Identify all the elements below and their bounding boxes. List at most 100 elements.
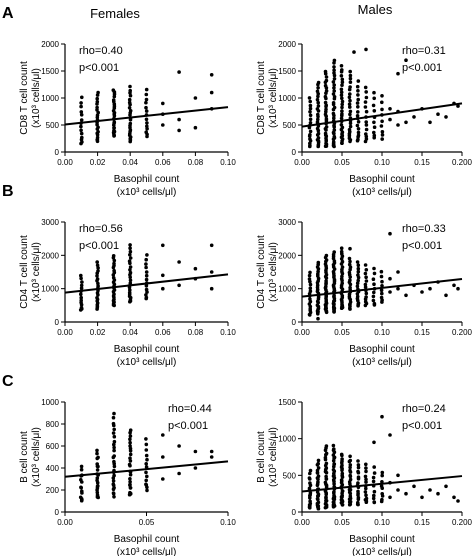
x-tick-label: 0.10 [374, 158, 390, 167]
data-point [128, 480, 132, 484]
data-point [347, 487, 352, 492]
data-point [364, 268, 369, 272]
data-point [144, 87, 149, 92]
data-point [308, 103, 313, 108]
data-point [323, 112, 328, 117]
rho-annotation: rho=0.24 [402, 403, 446, 415]
y-tick-label: 600 [46, 442, 60, 451]
data-point [331, 80, 336, 84]
data-point [348, 124, 353, 129]
data-point [363, 285, 368, 290]
data-point [348, 278, 352, 283]
data-point [79, 131, 84, 136]
p-value-annotation: p<0.001 [402, 240, 442, 252]
data-point [356, 278, 361, 283]
data-point [79, 292, 83, 297]
x-axis-title-units: (x10³ cells/μl) [352, 187, 412, 198]
data-point [128, 88, 132, 93]
data-point [79, 110, 84, 114]
data-point [364, 132, 368, 136]
data-point [324, 444, 329, 448]
data-point [372, 471, 377, 475]
data-point [193, 96, 198, 100]
data-point [112, 473, 116, 478]
data-point [348, 285, 352, 290]
data-point [111, 109, 116, 113]
data-point [161, 123, 165, 127]
data-point [371, 103, 376, 108]
data-point [420, 495, 424, 500]
data-point [79, 101, 83, 105]
data-point [364, 466, 368, 470]
data-point [112, 495, 116, 499]
data-point [323, 480, 328, 485]
y-axis-title-units: (x10³ cells/μl) [31, 68, 42, 128]
data-point [364, 493, 368, 498]
y-tick-label: 200 [46, 486, 60, 495]
data-point [79, 276, 83, 281]
data-point [111, 421, 116, 426]
data-point [316, 466, 321, 470]
data-point [95, 263, 100, 268]
data-point [380, 284, 384, 288]
data-point [79, 104, 83, 109]
data-point [371, 298, 376, 303]
data-point [112, 442, 116, 447]
data-point [339, 93, 344, 97]
data-point [444, 115, 448, 119]
data-point [356, 127, 361, 131]
data-point [144, 453, 149, 458]
data-point [112, 258, 117, 263]
data-point [355, 84, 360, 89]
data-point [323, 131, 328, 136]
data-point [363, 263, 368, 267]
data-point [112, 445, 116, 450]
data-point [356, 93, 360, 97]
data-point [339, 87, 344, 92]
data-point [324, 107, 328, 112]
rho-annotation: rho=0.40 [79, 45, 123, 57]
x-tick-label: 0.04 [122, 158, 138, 167]
x-axis-title: Basophil count [349, 344, 415, 355]
data-point [371, 475, 376, 480]
data-point [348, 463, 353, 467]
data-point [127, 290, 132, 295]
data-point [308, 99, 313, 104]
data-point [95, 113, 100, 118]
data-point [340, 105, 344, 110]
data-point [145, 474, 149, 479]
data-point [128, 288, 132, 292]
data-point [348, 246, 352, 251]
data-point [79, 485, 83, 490]
data-point [144, 109, 149, 113]
data-point [356, 110, 360, 114]
data-point [340, 265, 345, 269]
data-point [323, 69, 328, 74]
data-point [356, 133, 361, 138]
data-point [308, 491, 313, 495]
data-point [209, 455, 214, 459]
data-point [127, 106, 132, 110]
data-point [316, 86, 320, 90]
data-point [372, 90, 376, 95]
data-point [380, 119, 384, 124]
data-point [412, 484, 416, 489]
data-point [128, 477, 132, 481]
data-point [372, 465, 377, 469]
data-point [388, 290, 392, 294]
data-point [371, 479, 376, 484]
data-point [348, 73, 353, 78]
data-point [347, 127, 352, 132]
data-point [79, 478, 83, 482]
y-tick-label: 1000 [278, 285, 296, 294]
data-point [324, 89, 329, 93]
data-point [364, 462, 368, 467]
data-point [128, 434, 133, 438]
y-tick-label: 1000 [278, 94, 296, 103]
data-point [95, 100, 100, 104]
data-point [145, 253, 149, 257]
data-point [371, 496, 376, 501]
data-point [364, 120, 369, 124]
x-tick-label: 0.08 [188, 158, 204, 167]
